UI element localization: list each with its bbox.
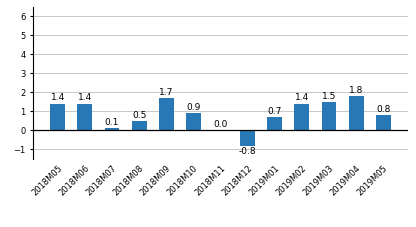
- Text: 1.4: 1.4: [78, 94, 92, 102]
- Bar: [322, 102, 337, 130]
- Bar: [240, 130, 255, 146]
- Text: 1.4: 1.4: [51, 94, 65, 102]
- Text: -0.8: -0.8: [239, 147, 256, 156]
- Bar: [77, 104, 92, 130]
- Text: 1.4: 1.4: [295, 94, 309, 102]
- Bar: [159, 98, 174, 130]
- Bar: [50, 104, 65, 130]
- Bar: [267, 117, 282, 130]
- Bar: [104, 128, 119, 130]
- Text: 0.8: 0.8: [376, 105, 390, 114]
- Text: 0.0: 0.0: [213, 120, 228, 129]
- Text: 0.1: 0.1: [105, 118, 119, 127]
- Bar: [186, 113, 201, 130]
- Text: 0.5: 0.5: [132, 111, 146, 120]
- Text: 0.7: 0.7: [267, 107, 282, 116]
- Text: 1.8: 1.8: [349, 86, 363, 95]
- Bar: [376, 115, 391, 130]
- Text: 1.5: 1.5: [322, 91, 336, 101]
- Text: 0.9: 0.9: [186, 103, 201, 112]
- Bar: [131, 121, 146, 130]
- Bar: [349, 96, 364, 130]
- Text: 1.7: 1.7: [159, 88, 173, 97]
- Bar: [295, 104, 310, 130]
